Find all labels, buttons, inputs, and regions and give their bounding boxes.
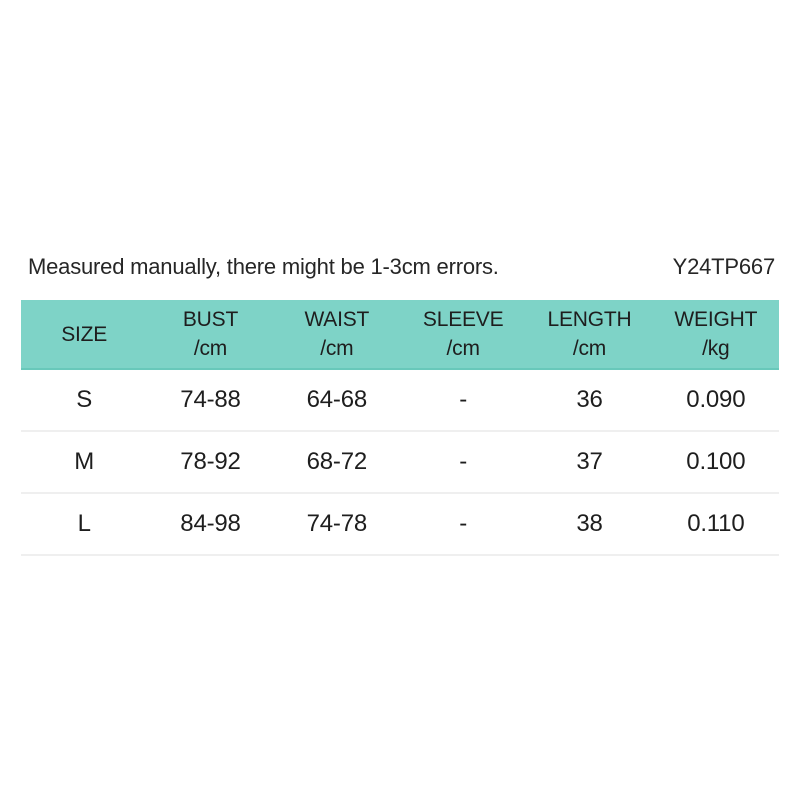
column-label: SIZE	[61, 322, 108, 346]
table-row-s: S 74-88 64-68 - 36 0.090	[21, 370, 779, 432]
cell-size: M	[74, 448, 95, 475]
table-header-row: SIZE BUST /cm WAIST /cm SLEEVE /cm LENGT…	[21, 300, 779, 370]
cell-sleeve: -	[459, 448, 468, 475]
column-label: WEIGHT	[674, 308, 758, 331]
column-unit: /cm	[193, 337, 228, 360]
cell-weight: 0.100	[686, 448, 746, 475]
table-row-m: M 78-92 68-72 - 37 0.100	[21, 432, 779, 494]
column-header-size: SIZE	[21, 320, 147, 349]
column-label: WAIST	[304, 308, 370, 331]
column-unit: /cm	[320, 337, 354, 360]
cell-waist: 68-72	[306, 448, 368, 475]
column-header-waist: WAIST /cm	[274, 305, 400, 363]
cell-sleeve: -	[459, 510, 468, 537]
column-header-length: LENGTH /cm	[526, 305, 652, 363]
cell-bust: 84-98	[180, 510, 241, 537]
size-chart-table: SIZE BUST /cm WAIST /cm SLEEVE /cm LENGT…	[21, 300, 779, 556]
measurement-note: Measured manually, there might be 1-3cm …	[28, 254, 499, 279]
column-label: SLEEVE	[422, 308, 504, 331]
column-unit: /kg	[702, 337, 730, 360]
note-row: Measured manually, there might be 1-3cm …	[28, 252, 775, 282]
cell-size: S	[76, 386, 93, 413]
column-unit: /cm	[572, 337, 607, 360]
table-row-l: L 84-98 74-78 - 38 0.110	[21, 494, 779, 556]
column-header-weight: WEIGHT /kg	[653, 305, 779, 363]
column-header-bust: BUST /cm	[147, 305, 273, 363]
cell-size: L	[77, 510, 91, 537]
cell-bust: 74-88	[180, 386, 241, 413]
product-code: Y24TP667	[672, 254, 776, 279]
cell-weight: 0.110	[687, 510, 745, 537]
cell-bust: 78-92	[180, 448, 241, 475]
cell-length: 36	[576, 386, 603, 413]
cell-length: 38	[576, 510, 603, 537]
cell-waist: 64-68	[306, 386, 368, 413]
cell-sleeve: -	[459, 386, 468, 413]
cell-weight: 0.090	[686, 386, 746, 413]
column-label: BUST	[182, 308, 239, 331]
column-label: LENGTH	[547, 308, 632, 331]
cell-length: 37	[576, 448, 603, 475]
column-unit: /cm	[446, 337, 480, 360]
cell-waist: 74-78	[306, 510, 368, 537]
column-header-sleeve: SLEEVE /cm	[400, 305, 526, 363]
